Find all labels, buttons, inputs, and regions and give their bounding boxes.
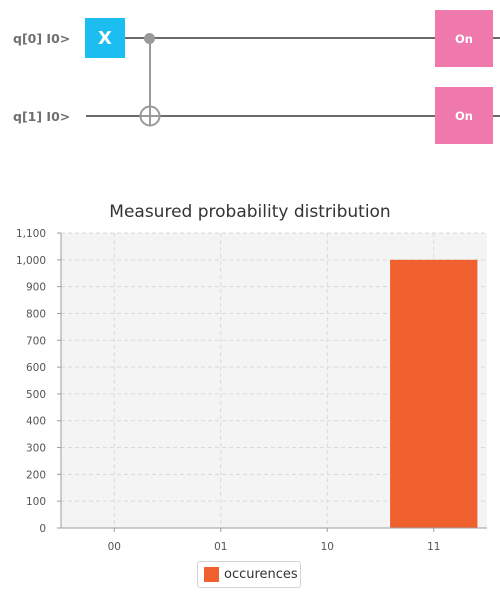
y-tick-label: 900 — [26, 282, 46, 294]
legend-swatch — [204, 567, 219, 582]
y-tick-label: 400 — [26, 416, 46, 428]
y-tick-label: 800 — [26, 308, 46, 320]
measure-gate-q1[interactable]: On — [435, 87, 493, 144]
y-tick-label: 1,100 — [16, 228, 46, 240]
y-tick-label: 0 — [39, 523, 46, 535]
y-tick-label: 700 — [26, 335, 46, 347]
chart-title: Measured probability distribution — [109, 202, 391, 222]
y-tick-label: 1,000 — [16, 255, 46, 267]
y-tick-label: 100 — [26, 496, 46, 508]
legend-label: occurences — [224, 567, 298, 582]
measure-gate-q0[interactable]: On — [435, 10, 493, 67]
qubit-1-wire — [86, 115, 500, 117]
y-tick-label: 200 — [26, 469, 46, 481]
x-tick-label: 00 — [108, 541, 121, 553]
cnot-target-icon[interactable] — [139, 105, 161, 127]
qubit-1-label: q[1] I0> — [13, 109, 71, 124]
cnot-connector-line — [149, 38, 151, 116]
x-tick-label: 01 — [214, 541, 227, 553]
qubit-0-label: q[0] I0> — [13, 31, 71, 46]
qubit-0-wire — [86, 37, 500, 39]
y-tick-label: 600 — [26, 362, 46, 374]
y-tick-label: 300 — [26, 443, 46, 455]
chart-legend[interactable]: occurences — [197, 561, 301, 588]
y-tick-label: 500 — [26, 389, 46, 401]
quantum-circuit: q[0] I0> q[1] I0> X On On — [0, 0, 500, 170]
x-gate[interactable]: X — [85, 18, 125, 58]
cnot-control-dot[interactable] — [144, 33, 155, 44]
bar-11 — [390, 259, 478, 528]
x-tick-label: 11 — [427, 541, 440, 553]
x-tick-label: 10 — [321, 541, 334, 553]
